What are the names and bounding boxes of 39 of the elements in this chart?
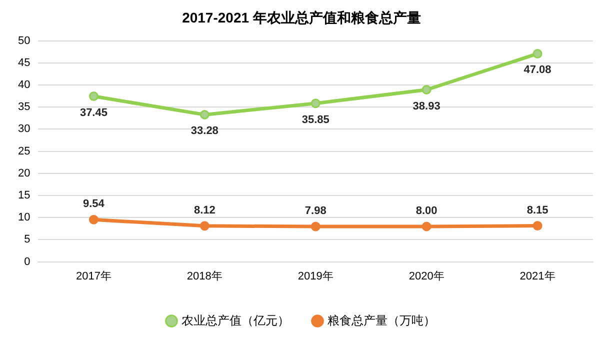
point [532,221,542,231]
point [422,84,432,94]
y-tick-label: 45 [18,56,30,69]
data-label: 35.85 [302,114,330,126]
legend-label: 农业总产值（亿元） [182,313,290,328]
data-label: 8.00 [416,204,438,217]
point [310,98,320,108]
data-label: 37.45 [80,106,108,119]
y-tick-label: 35 [18,101,30,114]
x-tick-label: 2018年 [186,270,222,282]
data-label: 8.15 [526,204,548,216]
data-label: 8.12 [194,204,216,216]
y-tick-label: 0 [24,256,30,268]
y-tick-label: 25 [18,145,30,158]
x-tick-label: 2019年 [298,270,334,282]
point [310,222,320,232]
y-tick-label: 40 [18,79,30,92]
x-tick-label: 2020年 [408,270,444,282]
y-tick-label: 10 [18,212,30,224]
data-label: 33.28 [190,125,218,138]
y-tick-label: 5 [24,234,30,246]
chart-title: 2017-2021 年农业总产值和粮食总产量 [182,9,421,26]
point [88,214,98,224]
y-tick-label: 15 [18,190,30,202]
x-tick-label: 2021年 [520,270,556,282]
point [88,92,98,102]
data-label: 47.08 [524,64,552,76]
legend-label: 粮食总产量（万吨） [328,313,436,328]
point [532,48,542,58]
y-tick-label: 20 [18,167,30,180]
y-tick-label: 30 [18,123,30,136]
data-label: 7.98 [304,205,326,218]
point [200,221,210,231]
data-label: 9.54 [83,198,106,210]
point [200,110,210,120]
y-tick-label: 50 [18,34,30,47]
data-label: 38.93 [412,100,440,112]
point [422,222,432,232]
x-tick-label: 2017年 [76,270,112,282]
